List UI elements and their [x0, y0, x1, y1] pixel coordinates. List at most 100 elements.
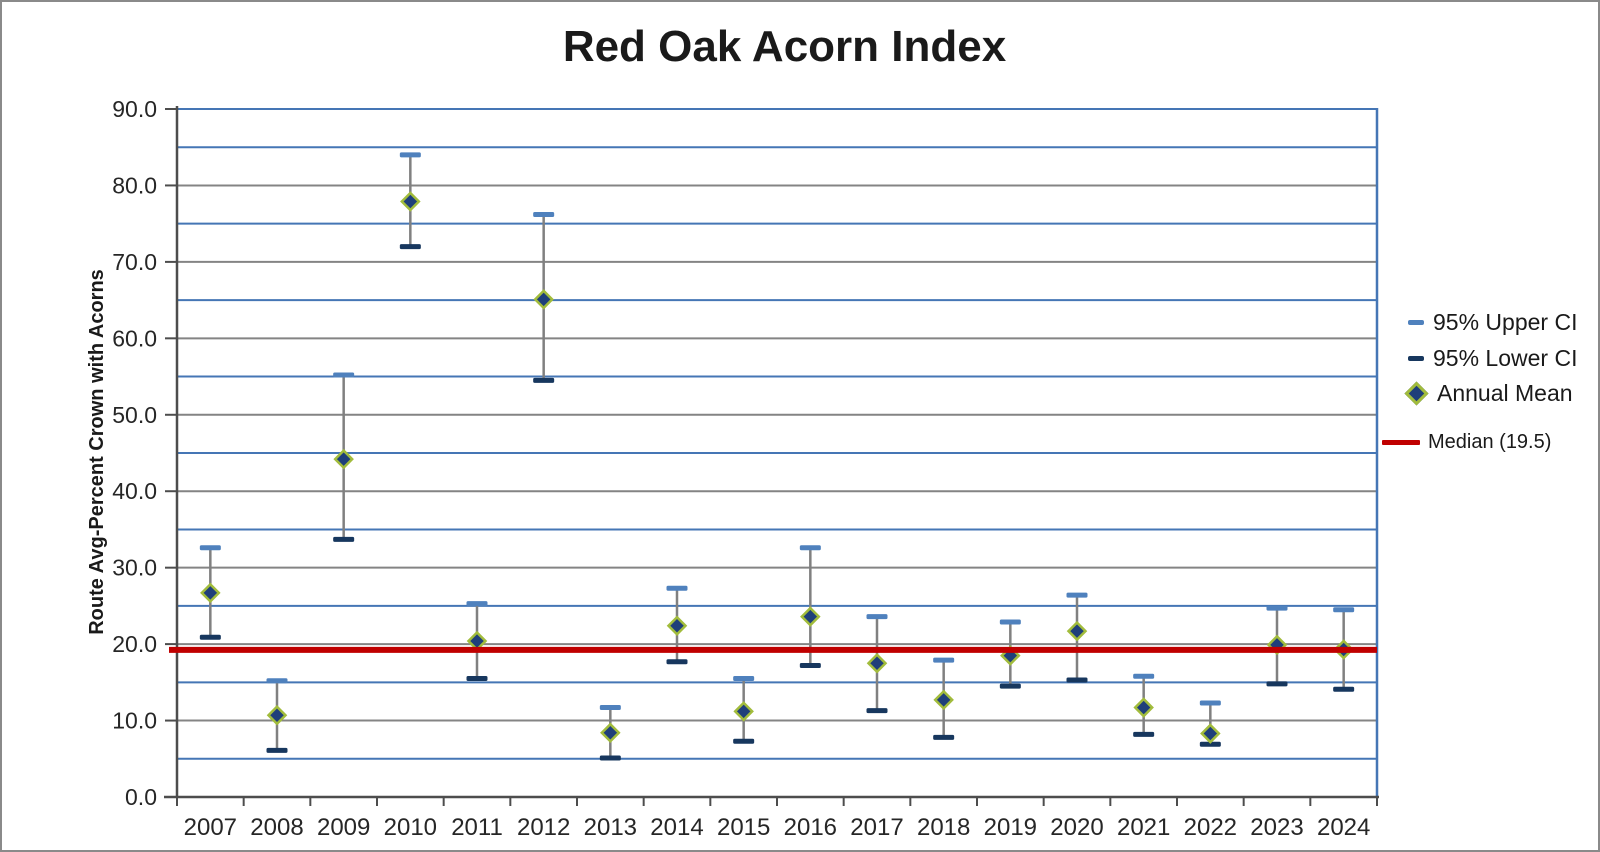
x-tick-label: 2014	[650, 814, 703, 841]
x-axis-ticks: 2007 2008 2009 2010 2011 2012 2013 2014 2015 2016…	[176, 797, 1378, 841]
error-bars	[199, 152, 1355, 761]
upper-ci-cap	[1133, 673, 1155, 679]
mean-marker-2018	[933, 689, 954, 711]
lower-ci-cap	[666, 659, 688, 665]
lower-ci-dash-icon	[1408, 356, 1424, 361]
mean-marker-2009	[333, 448, 354, 470]
upper-ci-cap	[533, 211, 555, 217]
mean-marker-2008	[266, 704, 288, 726]
lower-ci-cap	[866, 708, 888, 714]
legend-label-annual-mean: Annual Mean	[1437, 380, 1573, 406]
x-tick-label: 2021	[1117, 814, 1170, 841]
legend-label-lower-ci: 95% Lower CI	[1433, 345, 1578, 371]
x-tick-label: 2013	[584, 814, 637, 841]
y-tick-label: 30.0	[112, 555, 157, 581]
y-tick-label: 90.0	[112, 96, 157, 122]
upper-ci-cap	[1266, 605, 1288, 611]
median-line-icon	[1382, 440, 1420, 445]
upper-ci-dash-icon	[1408, 320, 1424, 325]
legend-label-median: Median (19.5)	[1428, 431, 1552, 453]
y-tick-label: 10.0	[112, 708, 157, 734]
x-tick-label: 2018	[917, 814, 970, 841]
upper-ci-cap	[733, 676, 755, 682]
lower-ci-cap	[1133, 731, 1155, 737]
lower-ci-cap	[266, 747, 288, 753]
x-tick-label: 2011	[451, 814, 503, 841]
legend-item-lower-ci: 95% Lower CI	[1408, 345, 1577, 372]
y-tick-label: 70.0	[112, 249, 157, 275]
mean-markers	[200, 191, 1354, 744]
x-tick-label: 2012	[517, 814, 570, 841]
y-tick-label: 50.0	[112, 402, 157, 428]
upper-ci-cap	[666, 585, 688, 591]
upper-ci-cap	[1333, 607, 1355, 613]
legend-item-annual-mean: Annual Mean	[1404, 380, 1573, 407]
mean-marker-2022	[1200, 723, 1221, 744]
mean-marker-2023	[1266, 634, 1288, 656]
mean-marker-2015	[733, 701, 754, 722]
mean-marker-2013	[600, 722, 621, 744]
upper-ci-cap	[333, 372, 355, 378]
legend-item-upper-ci: 95% Upper CI	[1408, 309, 1577, 336]
upper-ci-cap	[599, 705, 621, 711]
y-tick-label: 20.0	[112, 631, 157, 657]
y-tick-label: 40.0	[112, 478, 157, 504]
mean-marker-2020	[1066, 620, 1088, 642]
lower-ci-cap	[199, 634, 221, 640]
upper-ci-cap	[399, 152, 421, 158]
y-tick-label: 80.0	[112, 172, 157, 198]
x-tick-label: 2023	[1250, 814, 1303, 841]
lower-ci-cap	[799, 663, 821, 669]
x-tick-label: 2017	[850, 814, 903, 841]
mean-marker-2017	[866, 652, 888, 674]
upper-ci-cap	[866, 614, 888, 620]
mean-marker-2010	[400, 191, 421, 212]
mean-marker-2007	[200, 582, 221, 604]
lower-ci-cap	[733, 738, 755, 744]
upper-ci-cap	[799, 545, 821, 551]
x-tick-label: 2022	[1184, 814, 1237, 841]
lower-ci-cap	[333, 536, 355, 542]
x-tick-label: 2008	[250, 814, 303, 841]
lower-ci-cap	[399, 244, 421, 250]
x-tick-label: 2019	[984, 814, 1037, 841]
y-axis-ticks: 0.0 10.0 20.0 30.0 40.0 50.0 60.0 70.0 80.0 90.0	[112, 96, 177, 810]
lower-ci-cap	[1333, 686, 1355, 692]
legend-label-upper-ci: 95% Upper CI	[1433, 309, 1578, 335]
mean-marker-2016	[800, 606, 821, 627]
x-tick-label: 2009	[317, 814, 370, 841]
y-tick-label: 60.0	[112, 325, 157, 351]
upper-ci-cap	[1199, 700, 1221, 706]
upper-ci-cap	[199, 545, 221, 551]
upper-ci-cap	[466, 601, 488, 607]
mean-marker-2021	[1133, 697, 1154, 718]
x-tick-label: 2015	[717, 814, 770, 841]
gridlines	[177, 108, 1379, 797]
lower-ci-cap	[533, 377, 555, 383]
x-tick-label: 2020	[1050, 814, 1103, 841]
chart-title: Red Oak Acorn Index	[562, 22, 1007, 71]
upper-ci-cap	[999, 619, 1021, 625]
lower-ci-cap	[599, 755, 621, 761]
mean-marker-2014	[666, 615, 688, 637]
upper-ci-cap	[933, 657, 955, 663]
lower-ci-cap	[1066, 677, 1088, 683]
y-tick-label: 0.0	[125, 784, 157, 810]
lower-ci-cap	[1199, 741, 1221, 747]
mean-marker-2012	[533, 289, 554, 310]
error-bar-2024	[1333, 607, 1355, 692]
x-tick-label: 2016	[784, 814, 837, 841]
lower-ci-cap	[1266, 681, 1288, 687]
upper-ci-cap	[266, 678, 288, 684]
lower-ci-cap	[999, 683, 1021, 689]
upper-ci-cap	[1066, 592, 1088, 598]
x-tick-label: 2007	[184, 814, 237, 841]
lower-ci-cap	[466, 676, 488, 682]
lower-ci-cap	[933, 734, 955, 740]
mean-diamond-icon	[1404, 381, 1429, 406]
x-tick-label: 2024	[1317, 814, 1370, 841]
legend-item-median: Median (19.5)	[1382, 431, 1551, 454]
x-tick-label: 2010	[384, 814, 437, 841]
